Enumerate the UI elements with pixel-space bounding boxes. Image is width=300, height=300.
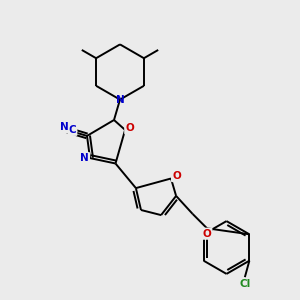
Text: C: C <box>69 125 76 135</box>
Text: O: O <box>125 123 134 134</box>
Text: O: O <box>202 229 211 239</box>
Text: N: N <box>59 122 68 132</box>
Text: N: N <box>80 153 89 163</box>
Text: N: N <box>116 94 124 105</box>
Text: Cl: Cl <box>239 279 250 289</box>
Text: O: O <box>172 171 181 181</box>
